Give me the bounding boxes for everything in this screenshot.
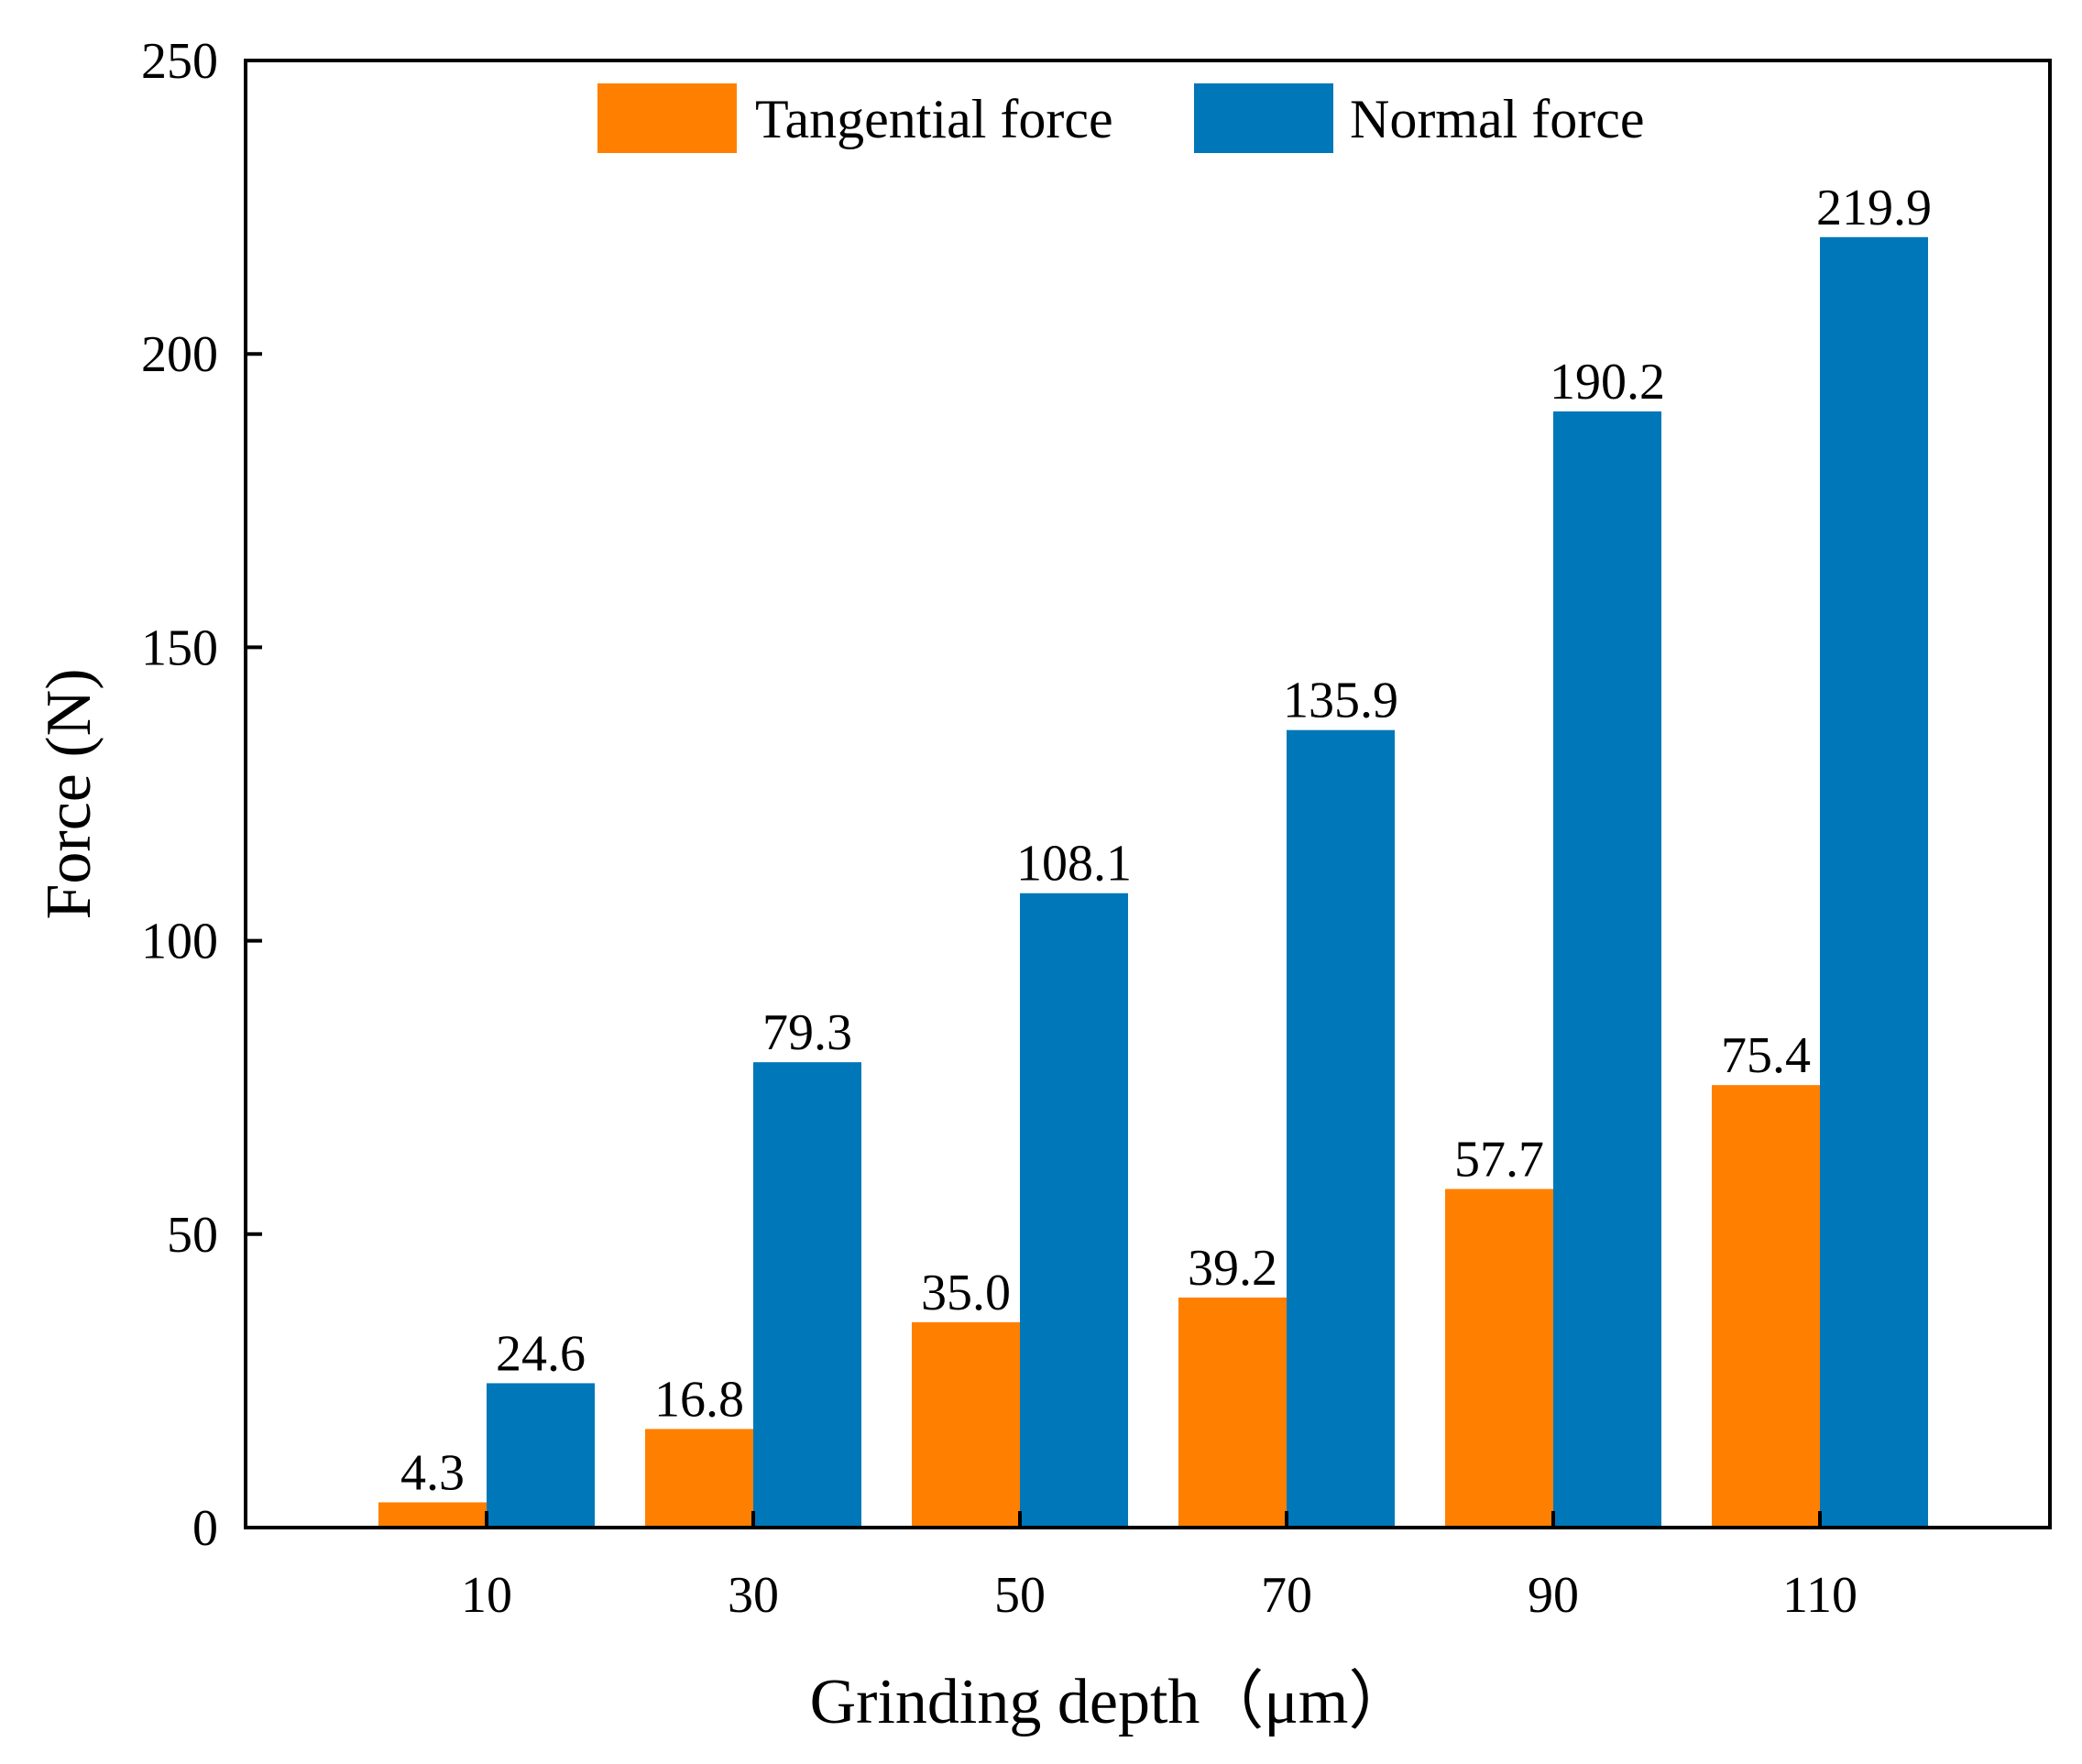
normal-force-bar <box>1287 729 1395 1528</box>
normal-force-bar <box>1553 411 1661 1528</box>
x-tick-label: 90 <box>1528 1567 1579 1624</box>
x-axis-title: Grinding depth（μm） <box>810 1667 1413 1737</box>
legend: Tangential force Normal force <box>597 83 1645 153</box>
tangential-force-bar <box>912 1321 1020 1528</box>
tangential-force-value-label: 35.0 <box>921 1265 1011 1321</box>
normal-force-value-label: 190.2 <box>1550 354 1665 411</box>
tangential-force-value-label: 75.4 <box>1721 1027 1811 1084</box>
normal-force-bar <box>753 1062 861 1528</box>
normal-force-bar <box>1020 893 1128 1528</box>
tangential-force-bar <box>1445 1189 1553 1528</box>
tangential-force-value-label: 4.3 <box>400 1444 465 1501</box>
normal-force-legend-label: Normal force <box>1350 89 1645 149</box>
y-tick-label: 50 <box>167 1207 218 1264</box>
normal-force-value-label: 135.9 <box>1283 673 1398 729</box>
x-tick-label: 50 <box>994 1567 1046 1624</box>
x-tick-label: 110 <box>1782 1567 1857 1624</box>
tangential-force-bar <box>1712 1085 1820 1528</box>
tangential-force-legend-label: Tangential force <box>755 89 1113 149</box>
tangential-force-bar <box>645 1429 753 1528</box>
normal-force-value-label: 108.1 <box>1016 836 1132 893</box>
y-tick-label: 150 <box>141 619 218 676</box>
normal-force-value-label: 219.9 <box>1816 180 1932 236</box>
y-tick-label: 100 <box>141 914 218 970</box>
normal-force-bar <box>487 1383 595 1528</box>
y-tick-label: 0 <box>192 1500 218 1557</box>
plot-frame <box>244 59 2052 1529</box>
x-tick-label: 30 <box>728 1567 779 1624</box>
data-labels-layer: 4.3 24.6 16.8 79.3 35.0 108.1 39.2 135.9 57.7 190… <box>400 180 1932 1502</box>
y-tick-label: 250 <box>141 33 218 90</box>
normal-force-bar <box>1820 236 1928 1528</box>
x-axis: 10 30 50 70 90 110 <box>461 1511 1857 1624</box>
y-axis-title: Force (N) <box>34 668 104 919</box>
y-tick-label: 200 <box>141 326 218 383</box>
tangential-force-value-label: 16.8 <box>654 1371 744 1428</box>
tangential-force-bar <box>378 1502 487 1528</box>
normal-force-value-label: 79.3 <box>762 1004 852 1061</box>
tangential-force-value-label: 57.7 <box>1454 1131 1544 1188</box>
tangential-force-value-label: 39.2 <box>1188 1240 1277 1297</box>
normal-force-value-label: 24.6 <box>496 1325 586 1382</box>
normal-force-legend-swatch <box>1194 83 1333 153</box>
tangential-force-bar <box>1178 1297 1287 1528</box>
bars-layer <box>378 236 1928 1528</box>
x-tick-label: 10 <box>461 1567 512 1624</box>
tangential-force-legend-swatch <box>597 83 737 153</box>
x-tick-label: 70 <box>1261 1567 1312 1624</box>
y-axis: 0 50 100 150 200 250 <box>141 33 262 1557</box>
